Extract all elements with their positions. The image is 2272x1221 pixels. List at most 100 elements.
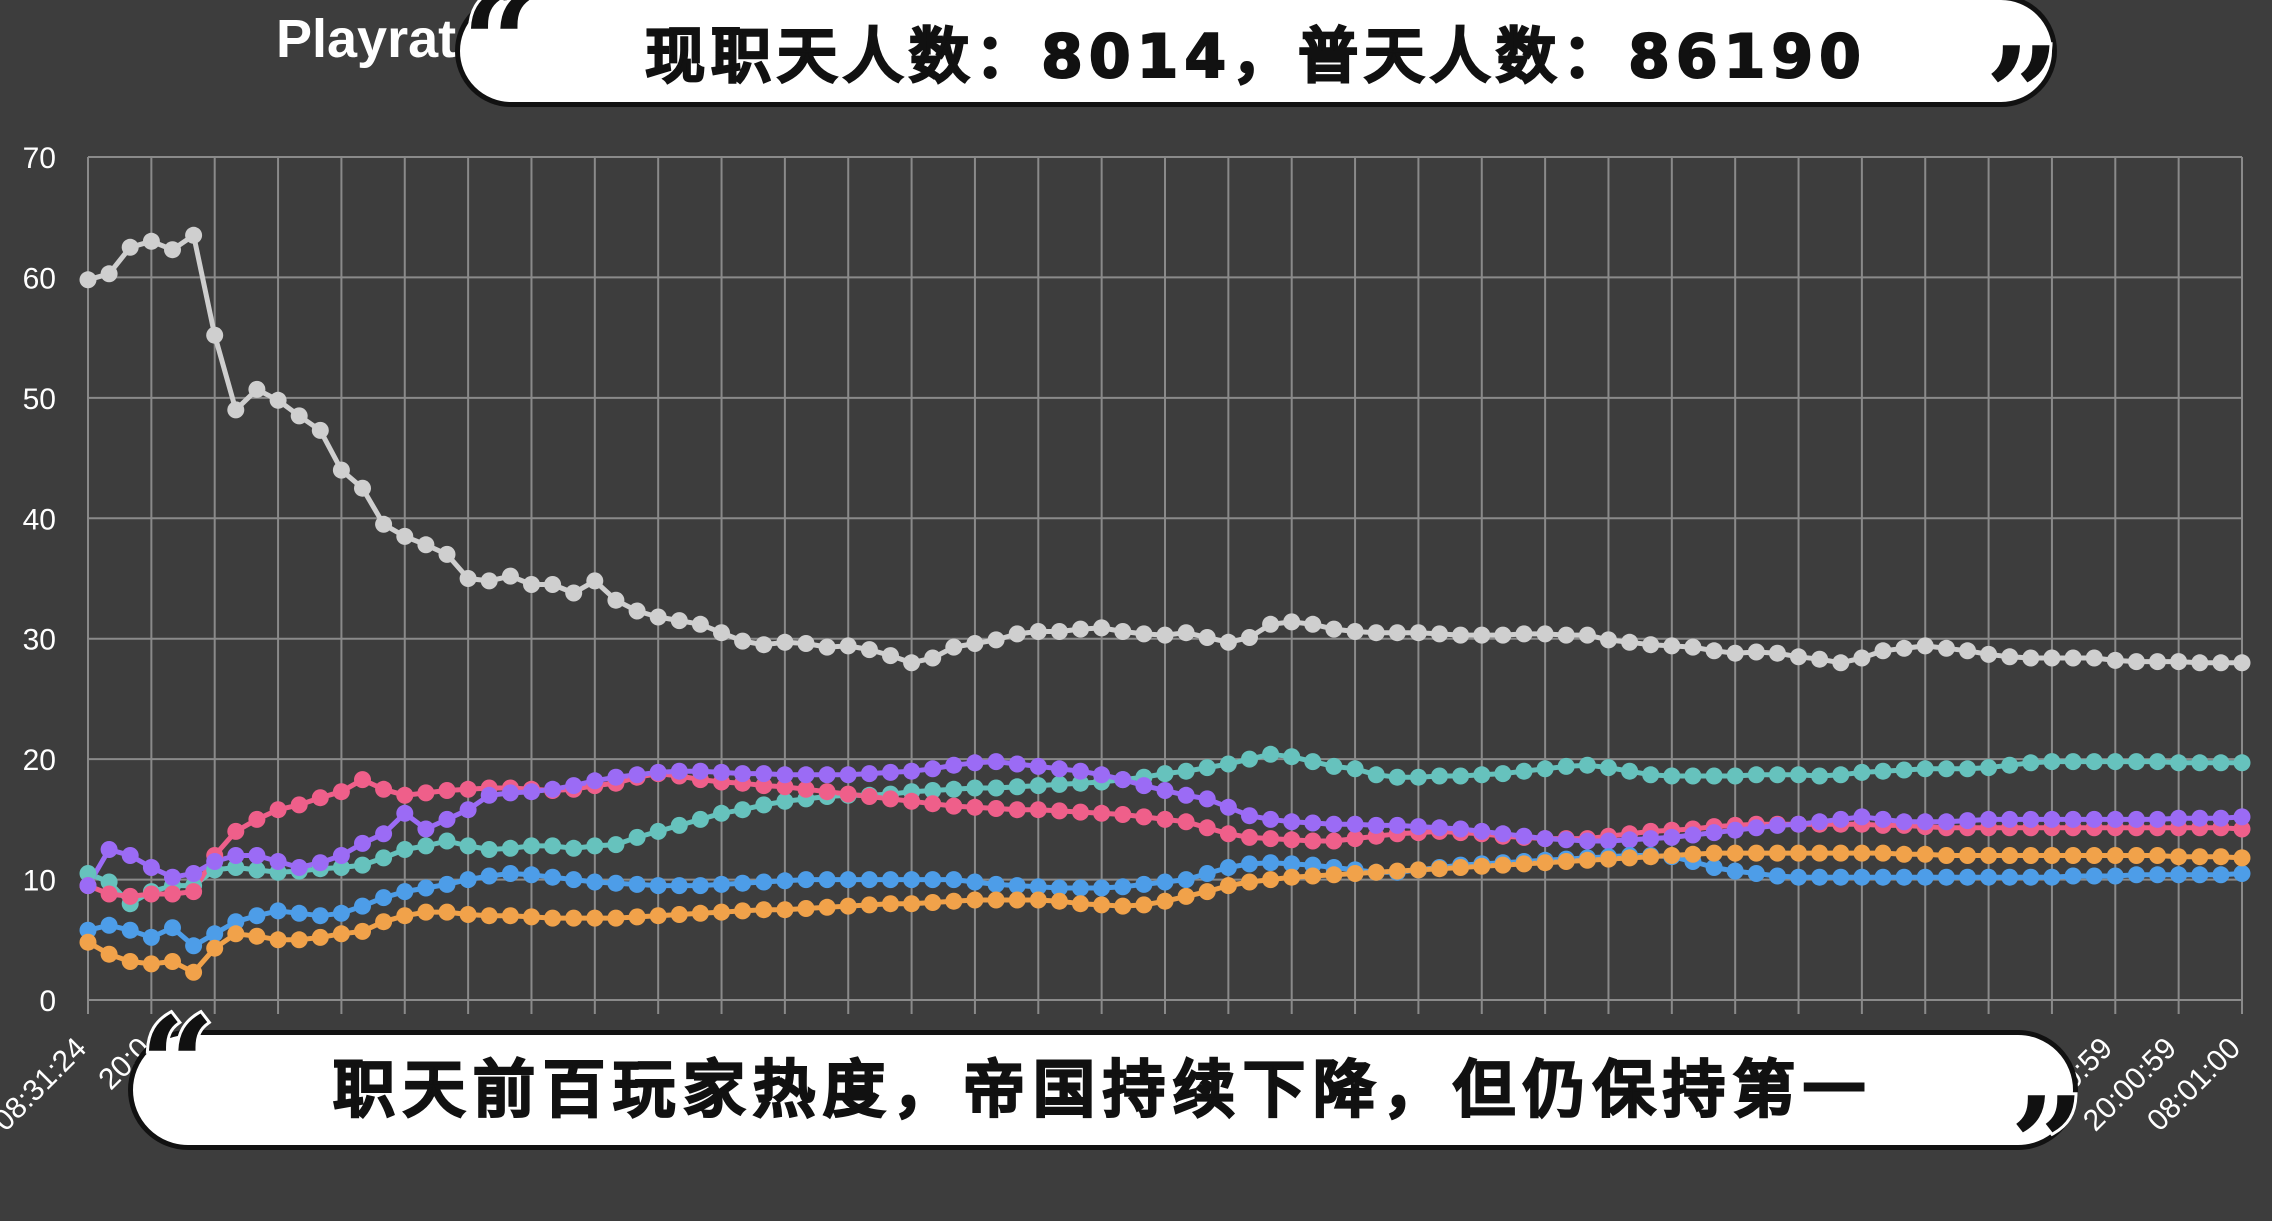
data-point	[2212, 866, 2230, 884]
data-point	[1198, 790, 1216, 808]
data-point	[311, 854, 329, 872]
data-point	[227, 859, 245, 876]
data-point	[1008, 801, 1026, 819]
data-point	[1050, 802, 1068, 820]
data-point	[1832, 766, 1850, 784]
data-point	[206, 925, 224, 943]
chart-title: Playrat	[276, 9, 457, 69]
data-point	[79, 921, 97, 939]
data-point	[1557, 831, 1575, 849]
data-point	[1452, 859, 1470, 876]
data-point	[1536, 625, 1554, 643]
data-point	[121, 953, 139, 970]
data-point	[2170, 754, 2188, 772]
data-point	[1937, 868, 1955, 886]
data-point	[1621, 633, 1639, 651]
data-point	[227, 401, 245, 419]
data-point	[1304, 615, 1322, 633]
data-point	[1198, 883, 1216, 901]
data-point	[1684, 845, 1702, 863]
data-point	[945, 892, 963, 910]
data-point	[1747, 643, 1765, 661]
data-point	[691, 810, 709, 828]
data-point	[227, 925, 245, 943]
data-point	[354, 856, 371, 874]
data-point	[459, 801, 477, 819]
data-point	[1219, 825, 1237, 843]
data-point	[586, 772, 604, 790]
data-point	[1578, 626, 1596, 644]
data-point	[1388, 816, 1406, 834]
data-point	[2233, 654, 2251, 672]
y-tick-label: 10	[23, 865, 56, 898]
data-point	[1114, 771, 1132, 789]
data-point	[713, 804, 730, 822]
data-point	[1768, 867, 1786, 885]
data-point	[100, 873, 118, 891]
data-point	[79, 271, 97, 289]
data-point	[227, 847, 245, 864]
data-point	[1473, 766, 1491, 784]
data-point	[459, 570, 477, 587]
data-point	[2191, 866, 2209, 884]
data-point	[924, 894, 942, 911]
data-point	[164, 868, 181, 886]
open-quote-mark: “	[459, 0, 540, 119]
data-point	[2191, 809, 2209, 827]
data-point	[164, 919, 181, 937]
data-point	[1874, 642, 1892, 660]
data-point	[691, 877, 709, 895]
data-point	[1895, 845, 1913, 863]
close-quote-mark: ”	[2007, 1068, 2088, 1221]
data-point	[797, 780, 815, 798]
data-point	[649, 877, 667, 895]
data-point	[755, 636, 773, 654]
data-point	[882, 647, 899, 665]
data-point	[903, 792, 921, 810]
data-point	[1135, 777, 1153, 795]
data-point	[1177, 813, 1195, 831]
data-point	[755, 777, 773, 795]
data-point	[1198, 865, 1216, 882]
data-point	[501, 907, 519, 925]
data-point	[1029, 891, 1047, 909]
y-tick-label: 50	[23, 383, 56, 416]
data-point	[438, 545, 456, 563]
data-point	[185, 226, 203, 244]
data-point	[1874, 844, 1892, 862]
data-point	[248, 907, 266, 925]
data-point	[354, 479, 371, 497]
data-point	[2233, 865, 2251, 882]
data-point	[1325, 815, 1343, 833]
data-point	[1959, 642, 1976, 660]
data-point	[2043, 847, 2061, 864]
data-point	[1832, 844, 1850, 862]
data-point	[354, 834, 371, 852]
data-point	[670, 906, 688, 923]
data-point	[924, 782, 942, 799]
data-point	[903, 654, 921, 672]
data-point	[1156, 810, 1174, 828]
data-point	[290, 796, 308, 814]
data-point	[290, 859, 308, 876]
data-point	[1072, 803, 1089, 821]
data-point	[586, 909, 604, 927]
data-point	[1029, 801, 1047, 819]
data-point	[1600, 631, 1617, 649]
top-caption-text: 现职天人数：8014，普天人数：86190	[644, 21, 1867, 93]
data-point	[164, 885, 181, 903]
data-point	[1050, 623, 1068, 640]
data-point	[269, 853, 287, 870]
data-point	[1114, 806, 1132, 823]
data-point	[1346, 815, 1364, 833]
data-point	[164, 241, 181, 259]
data-point	[396, 883, 414, 901]
data-point	[269, 902, 287, 920]
data-point	[332, 847, 350, 864]
data-point	[1663, 767, 1681, 785]
data-point	[2001, 847, 2019, 864]
data-point	[839, 766, 857, 784]
data-point	[1642, 636, 1660, 654]
data-point	[100, 885, 118, 903]
data-point	[227, 913, 245, 931]
